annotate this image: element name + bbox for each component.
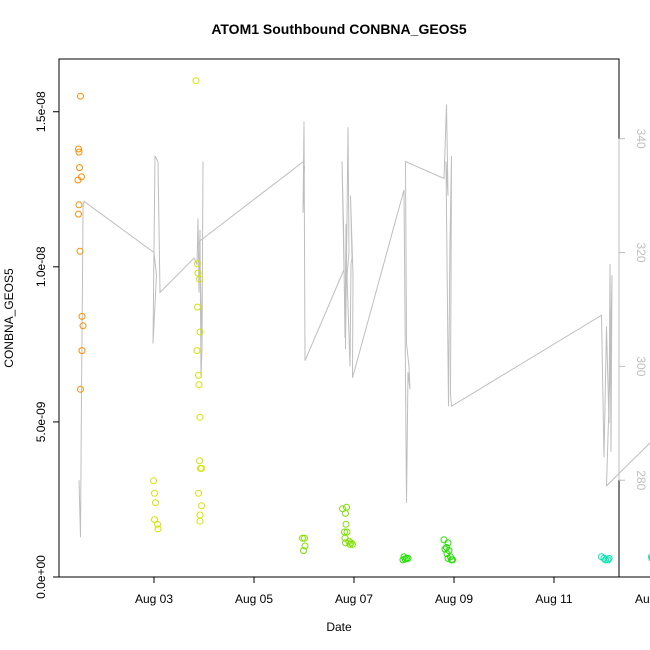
data-point bbox=[75, 148, 83, 156]
data-point bbox=[602, 556, 609, 564]
data-point bbox=[151, 489, 158, 497]
x-tick-label: Aug 03 bbox=[135, 592, 173, 606]
data-point bbox=[440, 536, 448, 544]
data-point bbox=[152, 499, 159, 507]
data-point bbox=[75, 145, 82, 153]
y2-tick-label: 320 bbox=[634, 243, 648, 263]
data-point bbox=[192, 77, 200, 85]
data-point bbox=[194, 260, 201, 268]
data-point bbox=[196, 275, 203, 283]
data-point bbox=[194, 269, 202, 277]
plot-frame bbox=[58, 58, 620, 578]
y-tick-label: 1.0e-08 bbox=[34, 246, 48, 287]
data-point bbox=[196, 328, 204, 336]
data-point bbox=[78, 347, 86, 355]
data-point bbox=[195, 371, 202, 379]
data-point bbox=[78, 312, 86, 320]
data-point bbox=[193, 347, 201, 355]
data-point bbox=[343, 528, 351, 536]
point-layer bbox=[74, 77, 650, 564]
data-point bbox=[342, 520, 350, 528]
data-point bbox=[77, 385, 84, 393]
data-point bbox=[79, 322, 87, 330]
data-point bbox=[347, 539, 355, 547]
data-point bbox=[449, 556, 456, 564]
data-point bbox=[299, 534, 306, 542]
x-tick-label: Aug 13 bbox=[635, 592, 650, 606]
data-point bbox=[648, 553, 650, 560]
y-tick-label: 5.0e-09 bbox=[34, 401, 48, 442]
data-point bbox=[196, 457, 203, 465]
data-point bbox=[301, 542, 309, 550]
data-point bbox=[75, 210, 82, 218]
data-point bbox=[198, 502, 205, 510]
data-point bbox=[194, 303, 201, 311]
concentration-line-layer bbox=[78, 104, 650, 538]
x-tick-label: Aug 05 bbox=[235, 592, 273, 606]
data-point bbox=[150, 477, 157, 485]
x-tick-label: Aug 11 bbox=[535, 592, 572, 606]
data-point bbox=[196, 517, 204, 525]
data-point bbox=[196, 413, 204, 421]
x-tick-label: Aug 09 bbox=[435, 592, 473, 606]
data-point bbox=[342, 509, 349, 517]
data-point bbox=[343, 503, 350, 511]
data-point bbox=[75, 201, 83, 209]
data-point bbox=[195, 489, 202, 497]
data-point bbox=[441, 545, 449, 553]
x-axis-label: Date bbox=[326, 620, 352, 634]
data-point bbox=[195, 381, 203, 389]
data-point bbox=[198, 464, 205, 472]
data-point bbox=[444, 539, 452, 547]
chart-title: ATOM1 Southbound CONBNA_GEOS5 bbox=[211, 21, 467, 37]
y2-tick-label: 280 bbox=[634, 470, 648, 490]
y-axis-label: CONBNA_GEOS5 bbox=[2, 268, 16, 368]
data-point bbox=[444, 554, 452, 562]
y-tick-label: 0.0e+00 bbox=[34, 555, 48, 599]
data-point bbox=[154, 520, 161, 528]
data-point bbox=[605, 554, 613, 562]
axis-layer: Aug 03 Aug 05 Aug 07 Aug 09 Aug 11 Aug 13 0.0e… bbox=[34, 91, 650, 606]
y2-tick-label: 340 bbox=[634, 129, 648, 149]
data-point bbox=[154, 525, 162, 533]
data-point bbox=[76, 164, 83, 172]
y2-tick-label: 300 bbox=[634, 356, 648, 376]
data-point bbox=[600, 554, 608, 562]
data-point bbox=[401, 555, 409, 563]
data-point bbox=[76, 247, 84, 255]
data-point bbox=[77, 92, 84, 100]
data-point bbox=[404, 554, 412, 562]
x-tick-label: Aug 07 bbox=[335, 592, 373, 606]
data-point bbox=[604, 556, 612, 564]
data-point bbox=[301, 534, 308, 542]
y-tick-label: 1.5e-08 bbox=[34, 91, 48, 132]
data-point bbox=[78, 173, 85, 181]
data-point bbox=[196, 511, 204, 519]
data-point bbox=[349, 540, 356, 548]
concentration-line bbox=[78, 104, 650, 538]
data-point bbox=[346, 540, 354, 548]
data-point bbox=[300, 547, 307, 555]
